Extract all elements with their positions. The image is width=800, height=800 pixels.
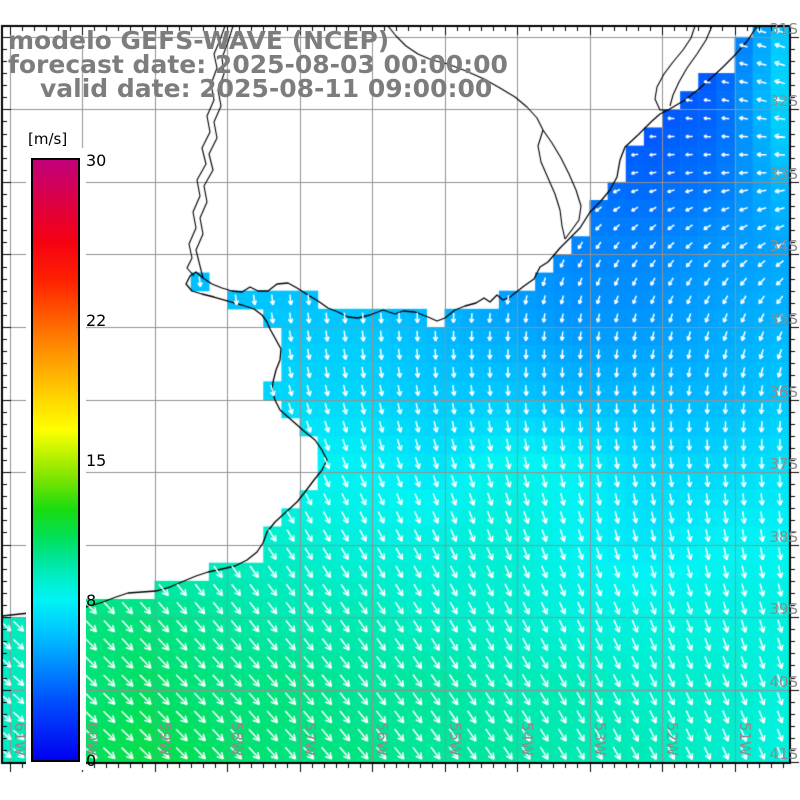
colorbar-tick-8: 8 bbox=[86, 591, 97, 610]
lat-label-34s: 34S bbox=[769, 237, 798, 256]
colorbar-tick-22: 22 bbox=[86, 311, 107, 330]
lat-label-41s: 41S bbox=[769, 745, 798, 764]
lon-label-56w: 56W bbox=[373, 722, 391, 756]
lon-label-51w: 51W bbox=[735, 722, 754, 756]
lon-label-54w: 54W bbox=[518, 722, 536, 756]
lon-label-53w: 53W bbox=[590, 722, 609, 756]
lon-label-61w: 61W bbox=[10, 722, 29, 756]
colorbar-tick-0: 0 bbox=[86, 751, 97, 770]
lat-label-39s: 39S bbox=[769, 600, 798, 619]
lon-label-52w: 52W bbox=[663, 722, 681, 756]
lat-label-32s: 32S bbox=[769, 92, 798, 111]
lon-label-57w: 57W bbox=[300, 722, 319, 756]
lat-label-35s: 35S bbox=[769, 309, 798, 328]
colorbar-gradient bbox=[31, 158, 80, 762]
lon-label-60w: 60W bbox=[83, 722, 101, 756]
lon-label-59w: 59W bbox=[155, 722, 174, 756]
lon-label-55w: 55W bbox=[445, 722, 464, 756]
lon-label-58w: 58W bbox=[228, 722, 246, 756]
lat-label-38s: 38S bbox=[769, 527, 798, 546]
lat-label-40s: 40S bbox=[769, 672, 798, 691]
lat-label-33s: 33S bbox=[769, 164, 798, 183]
lat-label-36s: 36S bbox=[769, 382, 798, 401]
colorbar-unit-label: [m/s] bbox=[28, 130, 68, 148]
lat-label-37s: 37S bbox=[769, 455, 798, 474]
colorbar-tick-15: 15 bbox=[86, 451, 107, 470]
colorbar-tick-30: 30 bbox=[86, 151, 107, 170]
lat-label-31s: 31S bbox=[769, 19, 798, 38]
